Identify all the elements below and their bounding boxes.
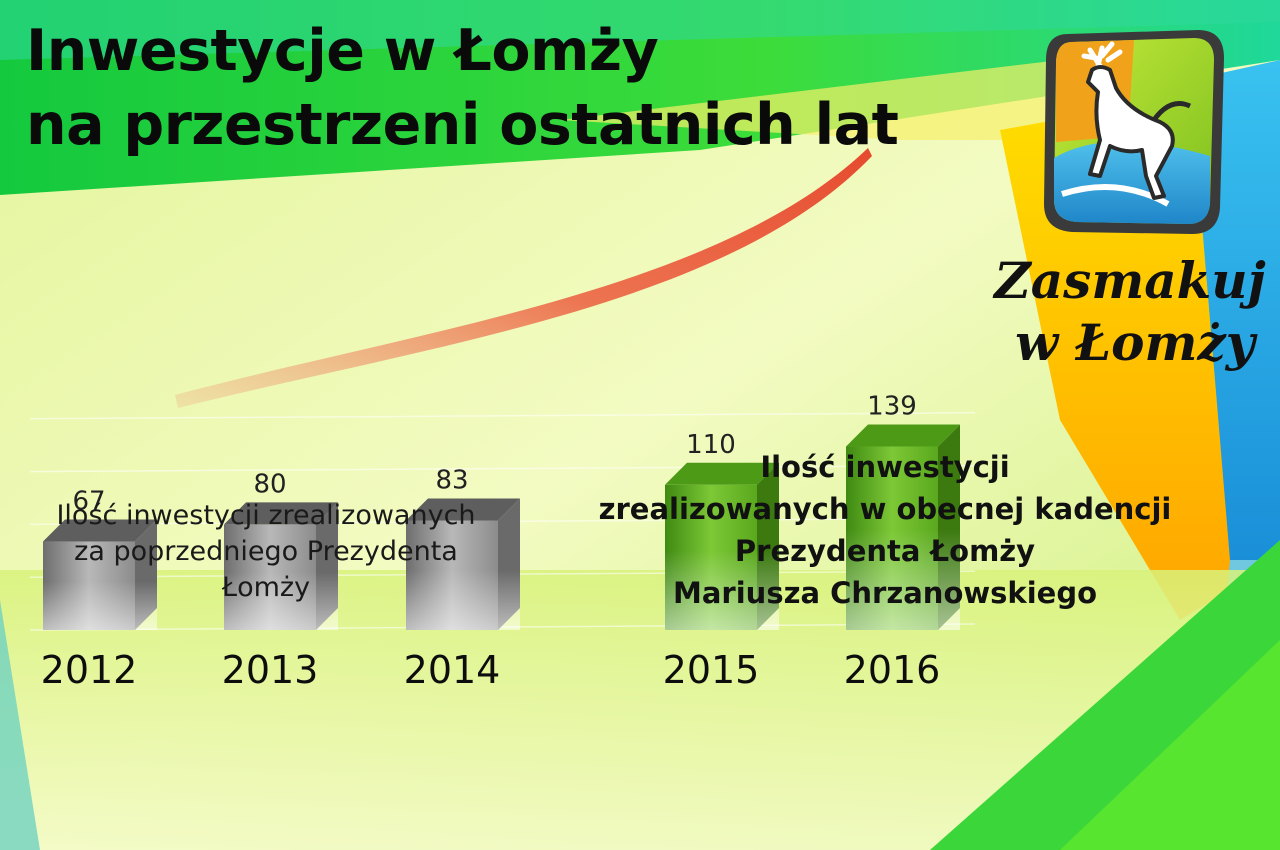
bar-fade-2013 — [224, 571, 338, 630]
previous-term-caption: Ilość inwestycji zrealizowanych za poprz… — [16, 498, 516, 606]
current-term-caption-line: Prezydenta Łomży — [734, 534, 1036, 568]
value-label-2012: 67 — [72, 487, 105, 517]
bar-2012 — [43, 519, 157, 630]
value-label-2016: 139 — [867, 392, 917, 422]
value-label-2015: 110 — [686, 430, 736, 460]
trend-arrow — [175, 148, 872, 408]
current-term-caption-line: zrealizowanych w obecnej kadencji — [598, 492, 1172, 526]
bar-top-2016 — [846, 424, 960, 447]
brand-slogan: Zasmakuj w Łomży — [990, 250, 1270, 374]
category-label-2016: 2016 — [844, 648, 941, 692]
chart-value-labels: 67 80 83 110 139 — [72, 392, 916, 517]
brand-slogan-line-2: w Łomży — [1015, 313, 1255, 372]
bar-fade-2015 — [665, 550, 779, 630]
current-term-caption: Ilość inwestycji zrealizowanych w obecne… — [545, 446, 1225, 614]
bar-2013 — [224, 502, 338, 630]
bar-fade-2014 — [406, 569, 520, 630]
value-label-2013: 80 — [253, 469, 286, 499]
chart-gridline — [29, 464, 976, 473]
category-label-2012: 2012 — [41, 648, 138, 692]
bar-fade-2012 — [43, 581, 157, 630]
bar-top-2012 — [43, 519, 157, 542]
current-term-caption-line: Ilość inwestycji — [760, 450, 1010, 484]
bar-top-2014 — [406, 498, 520, 521]
category-label-2015: 2015 — [663, 648, 760, 692]
category-label-2014: 2014 — [404, 648, 501, 692]
value-label-2014: 83 — [435, 465, 468, 495]
title-line-2: na przestrzeni ostatnich lat — [26, 92, 899, 158]
category-label-2013: 2013 — [222, 648, 319, 692]
current-term-caption-line: Mariusza Chrzanowskiego — [673, 576, 1097, 610]
deer-emblem-icon — [1038, 26, 1228, 240]
chart-category-labels: 2012 2013 2014 2015 2016 — [41, 648, 941, 692]
title-line-1: Inwestycje w Łomży — [26, 18, 659, 84]
bar-top-2015 — [665, 462, 779, 485]
bar-2014 — [406, 498, 520, 630]
brand-slogan-line-1: Zasmakuj — [994, 251, 1266, 310]
previous-term-caption-line: Łomży — [221, 572, 311, 603]
bar-2016 — [846, 424, 960, 630]
previous-term-caption-line: za poprzedniego Prezydenta — [74, 536, 458, 567]
chart-bars — [43, 424, 960, 630]
chart-gridline — [29, 412, 976, 420]
bar-top-2013 — [224, 502, 338, 525]
bar-2015 — [665, 462, 779, 630]
previous-term-caption-line: Ilość inwestycji zrealizowanych — [56, 500, 476, 531]
slide-title: Inwestycje w Łomży na przestrzeni ostatn… — [26, 14, 899, 162]
bar-fade-2016 — [846, 529, 960, 630]
